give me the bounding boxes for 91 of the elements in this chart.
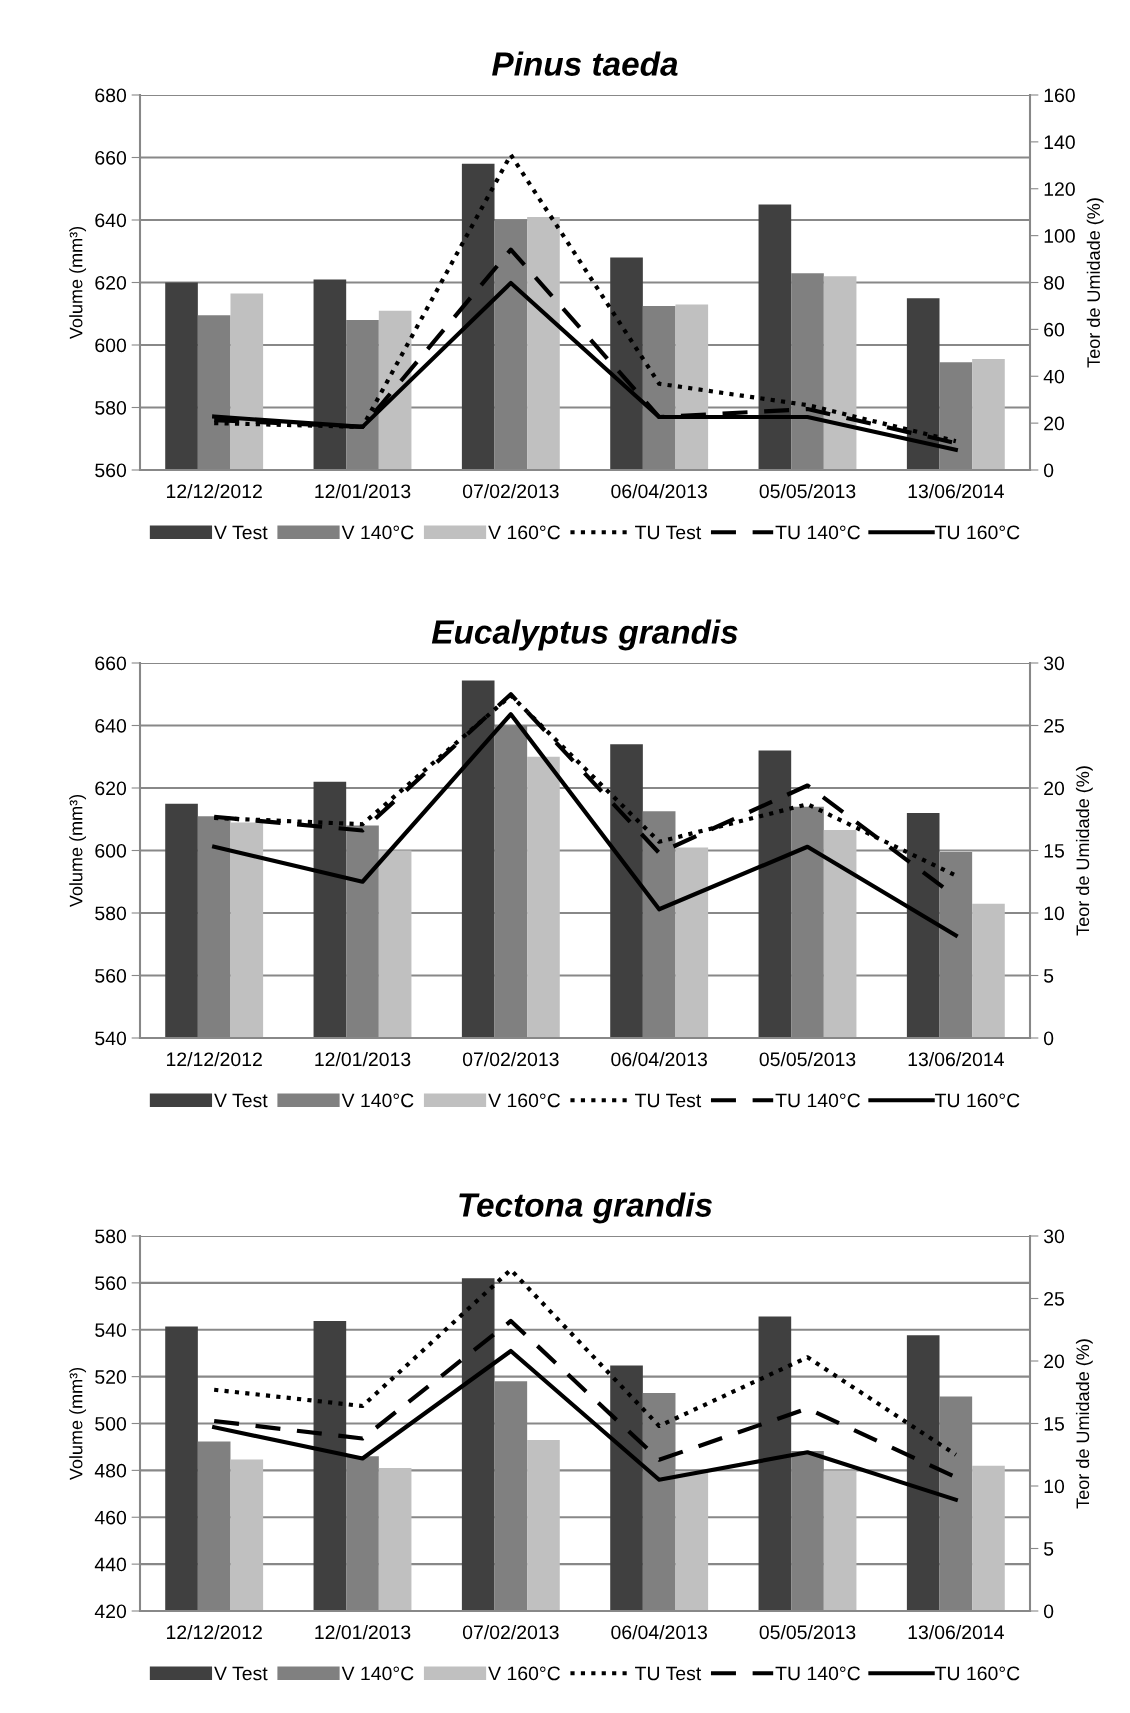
x-tick-label: 12/12/2012 bbox=[167, 1624, 262, 1640]
x-tick-label: 12/01/2013 bbox=[315, 1624, 411, 1640]
legend-label: TU 140°C bbox=[775, 1666, 860, 1681]
y-tick-label: 540 bbox=[95, 1031, 127, 1046]
legend-label: TU 160°C bbox=[935, 525, 1020, 540]
legend-label: TU 160°C bbox=[935, 1093, 1020, 1108]
y2-tick-label: 120 bbox=[1044, 182, 1075, 196]
y2-tick-label: 40 bbox=[1043, 369, 1065, 384]
y-tick-label: 640 bbox=[95, 718, 127, 733]
legend-label: TU Test bbox=[635, 1666, 702, 1681]
x-tick-label: 05/05/2013 bbox=[759, 1051, 856, 1067]
x-tick-label: 12/12/2012 bbox=[167, 1051, 262, 1067]
x-tick-label: 05/05/2013 bbox=[759, 483, 856, 499]
x-tick-label: 13/06/2014 bbox=[908, 483, 1004, 499]
y-tick-label: 600 bbox=[95, 843, 127, 858]
legend-label: TU 140°C bbox=[775, 525, 860, 540]
legend-label: TU 140°C bbox=[775, 1093, 860, 1108]
y-tick-label: 560 bbox=[95, 1276, 127, 1291]
y-tick-label: 560 bbox=[95, 968, 127, 983]
y2-tick-label: 20 bbox=[1044, 1354, 1065, 1369]
legend-label: V Test bbox=[214, 1093, 268, 1108]
y-tick-label: 580 bbox=[95, 1229, 127, 1244]
y2-tick-label: 5 bbox=[1043, 969, 1054, 983]
x-tick-label: 13/06/2014 bbox=[908, 1624, 1004, 1640]
y2-tick-label: 160 bbox=[1044, 88, 1075, 103]
y-tick-label: 580 bbox=[95, 400, 127, 415]
legend-label: TU 160°C bbox=[935, 1666, 1020, 1681]
y2-tick-label: 25 bbox=[1044, 1291, 1065, 1306]
x-tick-label: 12/12/2012 bbox=[167, 483, 262, 499]
legend-label: V 140°C bbox=[341, 525, 414, 540]
chart-title: Tectona grandis bbox=[459, 1192, 712, 1224]
y2-tick-label: 80 bbox=[1044, 275, 1065, 290]
y-axis-title: Volume (mm³) bbox=[69, 794, 87, 908]
y2-tick-label: 10 bbox=[1044, 1479, 1065, 1494]
x-tick-label: 12/01/2013 bbox=[315, 1051, 411, 1067]
y2-tick-label: 30 bbox=[1043, 656, 1065, 671]
y2-axis-title: Teor de Umidade (%) bbox=[1086, 198, 1104, 368]
y-tick-label: 620 bbox=[95, 275, 127, 290]
y2-tick-label: 0 bbox=[1043, 1031, 1054, 1046]
x-tick-label: 13/06/2014 bbox=[908, 1051, 1004, 1067]
legend-label: V 140°C bbox=[341, 1666, 414, 1681]
y2-tick-label: 60 bbox=[1044, 322, 1065, 337]
y2-axis-title: Teor de Umidade (%) bbox=[1075, 1339, 1093, 1509]
chart-title: Pinus taeda bbox=[492, 51, 678, 76]
legend-label: V 160°C bbox=[488, 1666, 560, 1681]
y2-tick-label: 20 bbox=[1044, 416, 1065, 431]
x-tick-label: 06/04/2013 bbox=[611, 483, 707, 499]
y2-tick-label: 25 bbox=[1044, 718, 1065, 733]
legend-label: TU Test bbox=[635, 525, 702, 540]
y2-tick-label: 10 bbox=[1044, 906, 1065, 921]
x-tick-label: 07/02/2013 bbox=[462, 1051, 559, 1067]
y-tick-label: 660 bbox=[95, 656, 127, 671]
y-tick-label: 620 bbox=[95, 781, 127, 796]
y-tick-label: 480 bbox=[94, 1463, 127, 1478]
y2-tick-label: 140 bbox=[1044, 135, 1075, 150]
x-tick-label: 05/05/2013 bbox=[759, 1624, 856, 1640]
y-tick-label: 520 bbox=[95, 1370, 127, 1384]
legend-label: V 160°C bbox=[488, 1093, 560, 1108]
y2-tick-label: 5 bbox=[1043, 1542, 1054, 1556]
legend-label: V 160°C bbox=[488, 525, 560, 540]
legend-label: V Test bbox=[214, 1666, 268, 1681]
y2-tick-label: 100 bbox=[1044, 229, 1075, 243]
y-tick-label: 440 bbox=[94, 1557, 127, 1572]
y2-tick-label: 0 bbox=[1043, 1604, 1054, 1619]
y2-axis-title: Teor de Umidade (%) bbox=[1075, 766, 1093, 936]
y2-tick-label: 30 bbox=[1043, 1229, 1065, 1244]
y2-tick-label: 0 bbox=[1043, 463, 1054, 478]
y2-tick-label: 15 bbox=[1044, 844, 1065, 858]
y-tick-label: 460 bbox=[94, 1510, 127, 1525]
y-tick-label: 420 bbox=[94, 1604, 127, 1619]
y-tick-label: 560 bbox=[95, 463, 127, 478]
legend-label: TU Test bbox=[635, 1093, 702, 1108]
y-tick-label: 500 bbox=[95, 1416, 127, 1431]
y-axis-title: Volume (mm³) bbox=[69, 1367, 87, 1481]
x-tick-label: 06/04/2013 bbox=[611, 1051, 707, 1067]
chart-title: Eucalyptus grandis bbox=[431, 619, 738, 651]
y-tick-label: 680 bbox=[95, 88, 127, 103]
legend-label: V 140°C bbox=[341, 1093, 414, 1108]
y-tick-label: 660 bbox=[95, 150, 127, 165]
y-tick-label: 640 bbox=[95, 213, 127, 228]
x-tick-label: 12/01/2013 bbox=[315, 483, 411, 499]
y-tick-label: 580 bbox=[95, 906, 127, 921]
y-tick-label: 600 bbox=[95, 338, 127, 353]
y-axis-title: Volume (mm³) bbox=[69, 226, 87, 340]
x-tick-label: 07/02/2013 bbox=[462, 483, 559, 499]
y2-tick-label: 20 bbox=[1044, 781, 1065, 796]
y-tick-label: 540 bbox=[95, 1323, 127, 1337]
x-tick-label: 06/04/2013 bbox=[611, 1624, 707, 1640]
y2-tick-label: 15 bbox=[1044, 1417, 1065, 1431]
x-tick-label: 07/02/2013 bbox=[462, 1624, 559, 1640]
legend-label: V Test bbox=[214, 525, 268, 540]
